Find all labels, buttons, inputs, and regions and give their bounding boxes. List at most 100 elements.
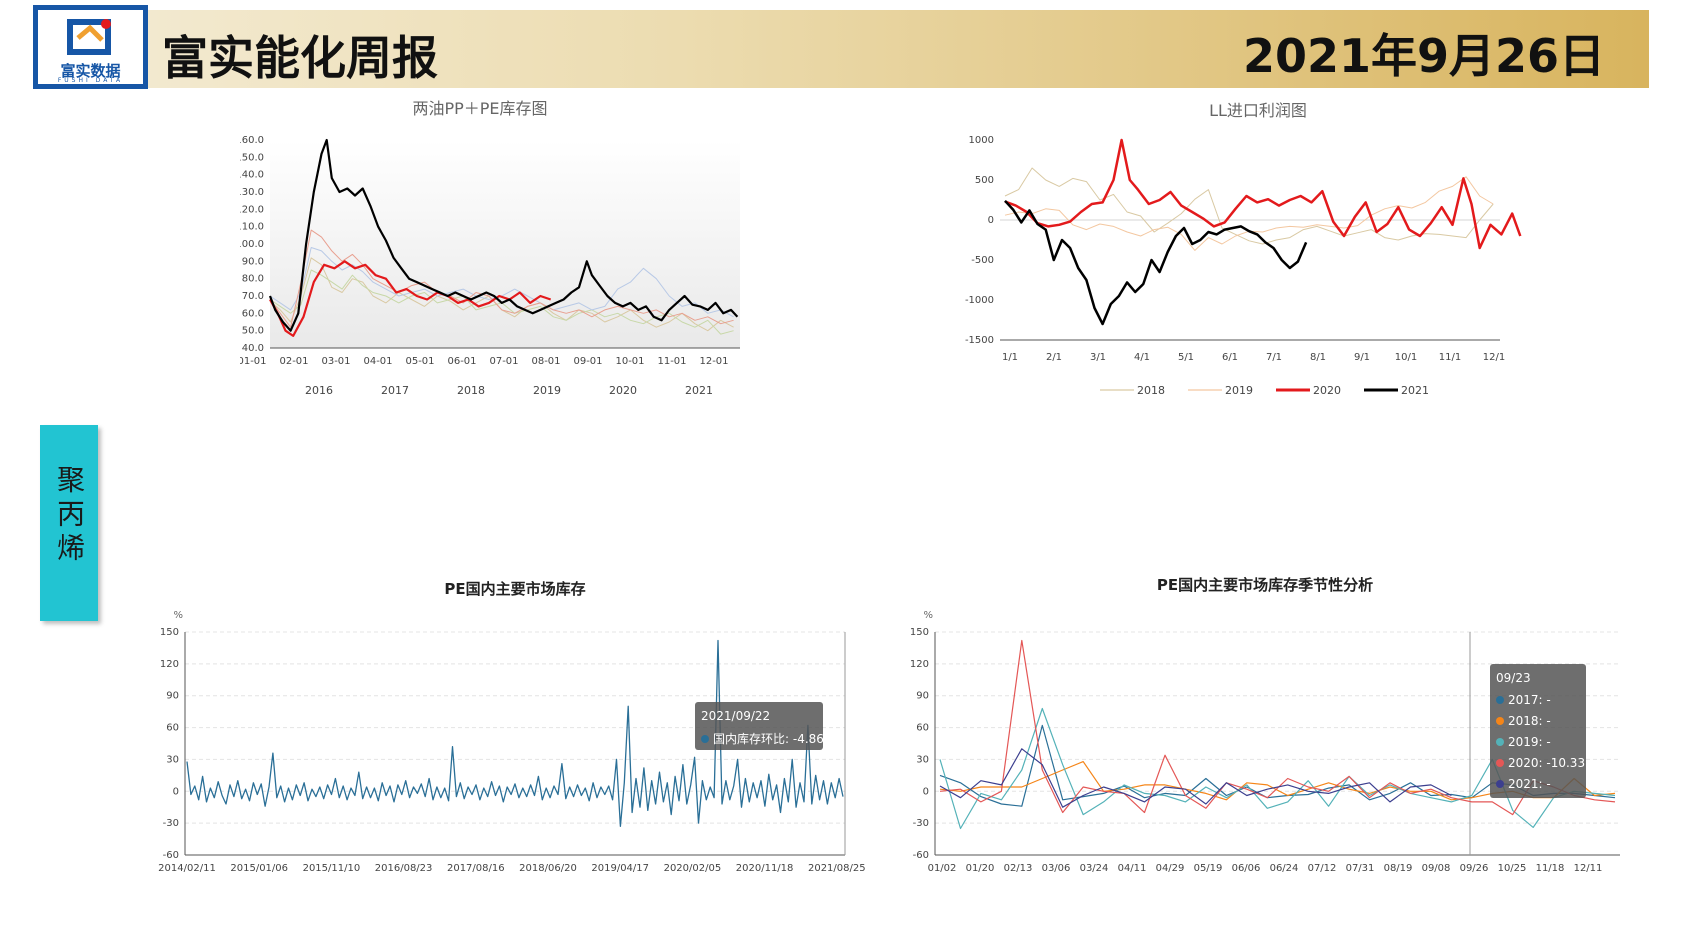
x-tick-label: 01/20 (966, 863, 995, 874)
y-tick-label: 90 (916, 691, 929, 702)
x-tick-label: 2015/11/10 (303, 863, 361, 874)
tooltip-value: 国内库存环比: -4.86 (713, 731, 824, 746)
x-tick-label: 2017/08/16 (447, 863, 505, 874)
y-tick-label: 0 (923, 786, 929, 797)
x-tick-label: 07/31 (1346, 863, 1375, 874)
tooltip-marker (1496, 717, 1504, 725)
y-tick-label: 50.0 (242, 326, 264, 337)
y-tick-label: -30 (163, 818, 179, 829)
tooltip-marker (701, 735, 709, 743)
page-title: 富实能化周报 (162, 31, 438, 85)
x-tick-label: 05-01 (405, 356, 434, 367)
y-tick-label: 40.0 (242, 343, 264, 354)
x-tick-label: 01/02 (928, 863, 957, 874)
x-tick-label: 05/19 (1194, 863, 1223, 874)
legend-label: 2019 (1225, 384, 1253, 397)
legend-label: 2018 (457, 384, 485, 397)
chart-title: LL进口利润图 (1209, 101, 1307, 120)
tooltip-box (1490, 664, 1586, 798)
x-tick-label: 07/12 (1308, 863, 1337, 874)
x-tick-label: 2016/08/23 (375, 863, 433, 874)
y-tick-label: 30 (166, 754, 179, 765)
x-tick-label: 02/13 (1004, 863, 1033, 874)
x-tick-label: 01-01 (240, 356, 267, 367)
tooltip-date: 09/23 (1496, 671, 1531, 685)
tooltip-row: 2020: -10.33 (1508, 756, 1585, 770)
y-tick-label: 120.0 (240, 204, 264, 215)
report-date: 2021年9月26日 (1242, 29, 1605, 83)
x-tick-label: 09/08 (1422, 863, 1451, 874)
chart-title: 两油PP＋PE库存图 (412, 100, 547, 118)
y-tick-label: -30 (913, 818, 929, 829)
x-tick-label: 12/1 (1483, 352, 1505, 363)
x-tick-label: 03-01 (321, 356, 350, 367)
series-line-2020 (939, 639, 1616, 816)
y-tick-label: 160.0 (240, 135, 264, 146)
x-tick-label: 03/06 (1042, 863, 1071, 874)
x-tick-label: 3/1 (1090, 352, 1106, 363)
legend-label: 2016 (305, 384, 333, 397)
tooltip-marker (1496, 696, 1504, 704)
x-tick-label: 11/18 (1536, 863, 1565, 874)
x-tick-label: 04-01 (363, 356, 392, 367)
x-tick-label: 2021/08/25 (808, 863, 866, 874)
tooltip-date: 2021/09/22 (701, 709, 770, 723)
series-line-2021 (269, 260, 552, 337)
x-tick-label: 03/24 (1080, 863, 1109, 874)
x-tick-label: 2020/02/05 (664, 863, 722, 874)
x-tick-label: 9/1 (1354, 352, 1370, 363)
y-tick-label: 110.0 (240, 222, 264, 233)
side-tab-label: 聚丙烯 (53, 465, 86, 567)
y-tick-label: 60 (916, 723, 929, 734)
y-tick-label: -60 (163, 850, 179, 861)
x-tick-label: 2020/11/18 (736, 863, 794, 874)
y-tick-label: 30 (916, 754, 929, 765)
y-tick-label: 1000 (969, 135, 994, 146)
y-tick-label: 0 (988, 215, 994, 226)
y-tick-label: 120 (160, 659, 179, 670)
legend-label: 2021 (685, 384, 713, 397)
series-line-2018 (1004, 167, 1494, 245)
tooltip-marker (1496, 759, 1504, 767)
x-tick-label: 2014/02/11 (158, 863, 216, 874)
x-tick-label: 8/1 (1310, 352, 1326, 363)
logo-inner: 富实数据 FUSHI DATA (38, 10, 143, 84)
tooltip-row: 2017: - (1508, 693, 1551, 707)
x-tick-label: 11-01 (657, 356, 686, 367)
y-tick-label: 80.0 (242, 274, 264, 285)
x-tick-label: 08-01 (531, 356, 560, 367)
y-tick-label: 500 (975, 175, 994, 186)
y-tick-label: 140.0 (240, 170, 264, 181)
y-tick-label: 60 (166, 723, 179, 734)
y-tick-label: 120 (910, 659, 929, 670)
x-tick-label: 06/06 (1232, 863, 1261, 874)
chart-ll-import-profit: LL进口利润图 1000 500 0 -500 -1000 -1500 1/1 2/1 3/1 4/… (965, 101, 1522, 397)
series-line-2017 (269, 269, 734, 335)
x-tick-label: 1/1 (1002, 352, 1018, 363)
tooltip-row: 2021: - (1508, 777, 1551, 791)
side-tab-polypropylene[interactable]: 聚丙烯 (40, 425, 98, 621)
tooltip-marker (1496, 738, 1504, 746)
x-tick-label: 02-01 (279, 356, 308, 367)
x-tick-label: 2018/06/20 (519, 863, 577, 874)
y-tick-label: -1500 (965, 335, 994, 346)
y-tick-label: 150 (910, 627, 929, 638)
y-tick-label: 150 (160, 627, 179, 638)
y-tick-label: 90 (166, 691, 179, 702)
x-tick-label: 06-01 (447, 356, 476, 367)
series-line-inventory (186, 639, 844, 827)
y-tick-label: 60.0 (242, 308, 264, 319)
tooltip-row: 2018: - (1508, 714, 1551, 728)
chart-pe-inventory-seasonal: PE国内主要市场库存季节性分析% 150 120 90 60 30 0 -30 -60 01/02… (910, 576, 1620, 874)
series-line-2020 (268, 138, 739, 332)
x-tick-label: 2015/01/06 (230, 863, 288, 874)
y-tick-label: -500 (971, 255, 994, 266)
x-tick-label: 08/19 (1384, 863, 1413, 874)
series-line-2019 (269, 229, 734, 328)
x-tick-label: 6/1 (1222, 352, 1238, 363)
chart-pp-pe-inventory: 两油PP＋PE库存图 160.0 150.0 140.0 130.0 120.0 110.0… (240, 100, 740, 397)
y-unit-label: % (923, 610, 933, 621)
legend-label: 2021 (1401, 384, 1429, 397)
x-tick-label: 04/29 (1156, 863, 1185, 874)
y-tick-label: 130.0 (240, 187, 264, 198)
